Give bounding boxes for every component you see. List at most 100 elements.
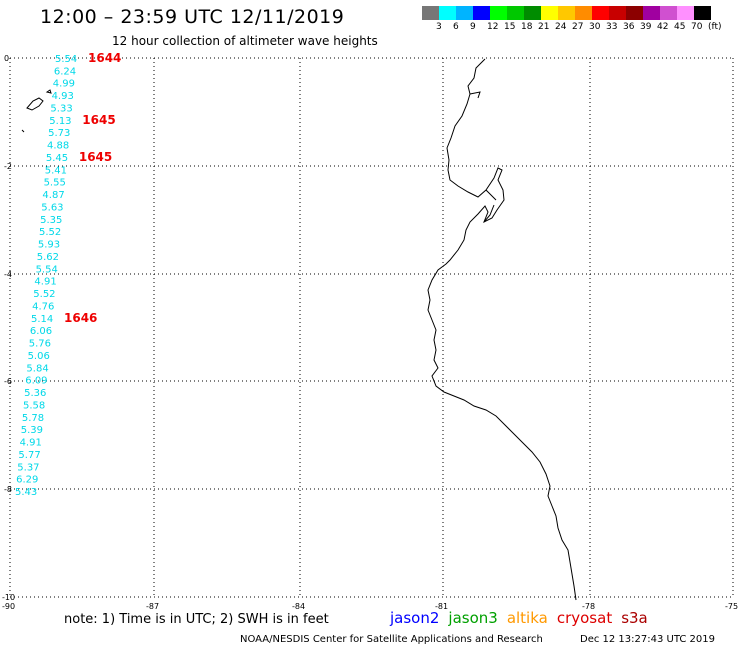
color-scale-label: 33 xyxy=(606,22,618,32)
color-swatch xyxy=(507,6,524,20)
wave-height-value: 5.84 xyxy=(26,363,48,374)
map-subtitle: 12 hour collection of altimeter wave hei… xyxy=(112,34,378,48)
island-shape xyxy=(26,97,44,111)
pass-time-label: 1644 xyxy=(88,51,121,65)
color-scale-label: 24 xyxy=(555,22,567,32)
legend-item-s3a: s3a xyxy=(621,609,648,627)
wave-height-value: 5.43 xyxy=(15,487,37,498)
y-tick-label: -10 xyxy=(2,593,15,602)
color-swatch xyxy=(439,6,456,20)
y-tick-label: -4 xyxy=(4,270,12,279)
y-tick-label: 0 xyxy=(4,54,9,63)
x-tick-label: -87 xyxy=(146,602,159,611)
wave-height-value: 5.52 xyxy=(33,289,55,300)
wave-height-value: 5.52 xyxy=(39,227,61,238)
wave-height-value: 5.54 xyxy=(55,54,77,65)
color-scale-label: 27 xyxy=(572,22,584,32)
wave-height-value: 4.91 xyxy=(34,277,56,288)
coastline xyxy=(427,58,577,601)
color-scale-label: 45 xyxy=(674,22,686,32)
x-tick-label: -90 xyxy=(2,602,15,611)
legend-item-jason3: jason3 xyxy=(448,609,498,627)
color-scale-label: 12 xyxy=(487,22,499,32)
pass-time-label: 1645 xyxy=(79,150,112,164)
color-swatch xyxy=(694,6,711,20)
footer-datetime: Dec 12 13:27:43 UTC 2019 xyxy=(580,634,715,645)
pass-time-label: 1645 xyxy=(82,113,115,127)
wave-height-value: 5.14 xyxy=(31,314,53,325)
legend-item-altika: altika xyxy=(506,609,548,627)
color-swatch xyxy=(626,6,643,20)
color-scale xyxy=(422,6,711,20)
color-swatch xyxy=(660,6,677,20)
wave-height-value: 5.41 xyxy=(45,165,67,176)
color-scale-label: 6 xyxy=(453,22,459,32)
wave-height-value: 5.77 xyxy=(18,450,40,461)
color-swatch xyxy=(541,6,558,20)
wave-height-value: 5.54 xyxy=(36,264,58,275)
wave-height-value: 5.13 xyxy=(49,116,71,127)
wave-height-value: 5.45 xyxy=(46,153,68,164)
wave-height-value: 4.88 xyxy=(47,141,69,152)
color-scale-label: 15 xyxy=(504,22,516,32)
pass-time-label: 1646 xyxy=(64,311,97,325)
x-tick-label: -75 xyxy=(725,602,738,611)
wave-height-value: 6.06 xyxy=(30,326,52,337)
x-tick-label: -84 xyxy=(292,602,305,611)
color-swatch xyxy=(456,6,473,20)
color-scale-label: (ft) xyxy=(708,22,722,32)
color-scale-label: 21 xyxy=(538,22,550,32)
map-grid xyxy=(9,57,734,598)
pass-time-labels: 1644 1645 1645 1646 xyxy=(64,51,121,325)
wave-height-value: 5.78 xyxy=(22,413,44,424)
wave-height-value: 4.87 xyxy=(42,190,64,201)
color-swatch xyxy=(575,6,592,20)
coastline-inlet xyxy=(469,91,497,223)
color-scale-label: 42 xyxy=(657,22,669,32)
note-text: note: 1) Time is in UTC; 2) SWH is in fe… xyxy=(64,612,329,627)
x-tick-label: -78 xyxy=(582,602,595,611)
x-tick-label: -81 xyxy=(435,602,448,611)
wave-height-value: 5.55 xyxy=(44,178,66,189)
wave-height-value: 6.24 xyxy=(54,66,76,77)
wave-height-value: 5.35 xyxy=(40,215,62,226)
color-scale-label: 30 xyxy=(589,22,601,32)
color-swatch xyxy=(609,6,626,20)
color-swatch xyxy=(592,6,609,20)
wave-height-value: 5.37 xyxy=(17,462,39,473)
wave-height-value: 4.76 xyxy=(32,301,54,312)
wave-height-value: 4.93 xyxy=(52,91,74,102)
wave-height-value: 5.06 xyxy=(28,351,50,362)
wave-height-value: 5.36 xyxy=(24,388,46,399)
color-scale-label: 39 xyxy=(640,22,652,32)
legend-item-cryosat: cryosat xyxy=(556,609,613,627)
color-scale-label: 70 xyxy=(691,22,703,32)
color-swatch xyxy=(422,6,439,20)
wave-height-value: 5.93 xyxy=(38,240,60,251)
color-swatch xyxy=(473,6,490,20)
color-scale-label: 9 xyxy=(470,22,476,32)
wave-height-value: 6.29 xyxy=(16,475,38,486)
wave-height-value: 5.33 xyxy=(50,103,72,114)
color-scale-label: 18 xyxy=(521,22,533,32)
wave-height-value: 5.76 xyxy=(29,339,51,350)
wave-height-value: 4.91 xyxy=(20,438,42,449)
footer-credit: NOAA/NESDIS Center for Satellite Applica… xyxy=(240,634,543,645)
color-swatch xyxy=(558,6,575,20)
color-swatch xyxy=(490,6,507,20)
wave-height-value: 5.58 xyxy=(23,400,45,411)
wave-height-value: 5.39 xyxy=(21,425,43,436)
legend-item-jason2: jason2 xyxy=(390,609,440,627)
map-title: 12:00 – 23:59 UTC 12/11/2019 xyxy=(40,6,345,28)
wave-height-value: 5.73 xyxy=(48,128,70,139)
color-scale-label: 36 xyxy=(623,22,635,32)
island-small xyxy=(21,89,52,133)
color-swatch xyxy=(677,6,694,20)
color-swatch xyxy=(643,6,660,20)
wave-height-value: 4.99 xyxy=(53,79,75,90)
satellite-legend: jason2 jason3 altika cryosat s3a xyxy=(390,609,657,627)
color-scale-labels: 3 6 9 12 15 18 21 24 27 30 33 36 39 42 45 70 (ft) xyxy=(422,22,740,36)
y-tick-label: -6 xyxy=(4,377,12,386)
wave-height-values: 5.546.244.994.935.335.135.734.885.455.41… xyxy=(15,54,77,498)
y-tick-label: -2 xyxy=(4,162,12,171)
